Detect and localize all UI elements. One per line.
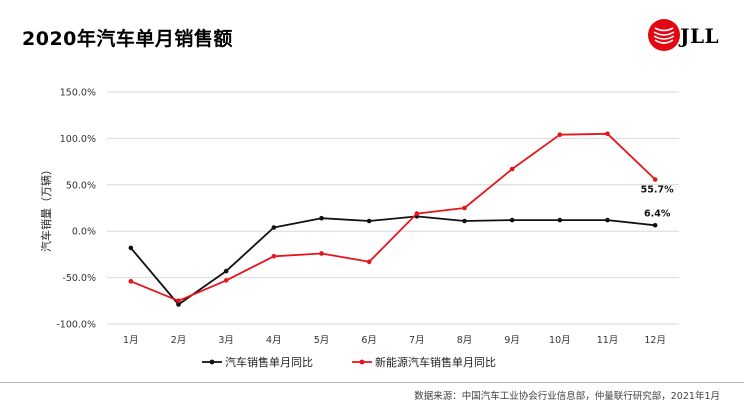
legend-label: 汽车销售单月同比 bbox=[225, 355, 313, 369]
data-point bbox=[271, 225, 277, 230]
line-chart: 150.0% 100.0% 50.0% 0.0% -50.0% -100.0% 1月 2月 3… bbox=[39, 88, 679, 369]
legend-swatch-point bbox=[359, 359, 365, 365]
y-tick-label: 0.0% bbox=[72, 227, 96, 238]
y-axis-label: 汽车销量（万辆） bbox=[39, 164, 53, 252]
grid-lines bbox=[107, 91, 679, 325]
data-point bbox=[319, 251, 324, 256]
x-tick-label: 11月 bbox=[597, 335, 619, 346]
data-point bbox=[223, 268, 229, 274]
y-tick-label: 150.0% bbox=[60, 88, 96, 99]
data-label: 6.4% bbox=[644, 208, 671, 219]
series-0 bbox=[128, 214, 658, 307]
chart-title: 2020年汽车单月销售额 bbox=[22, 28, 233, 50]
jll-logo-icon bbox=[648, 19, 680, 51]
data-point bbox=[605, 217, 610, 223]
data-point bbox=[366, 259, 372, 265]
series-line bbox=[130, 132, 656, 302]
legend-swatch-point bbox=[209, 359, 215, 365]
logo-text: JLL bbox=[680, 24, 720, 48]
source-divider bbox=[0, 382, 744, 383]
data-point bbox=[509, 166, 515, 172]
y-tick-label: 50.0% bbox=[66, 180, 96, 191]
series-lines bbox=[128, 131, 658, 307]
x-tick-label: 6月 bbox=[361, 335, 377, 346]
x-tick-label: 12月 bbox=[644, 335, 666, 346]
source-note: 数据来源：中国汽车工业协会行业信息部，仲量联行研究部，2021年1月 bbox=[414, 391, 720, 402]
y-tick-labels: 150.0% 100.0% 50.0% 0.0% -50.0% -100.0% bbox=[56, 88, 96, 331]
x-tick-label: 2月 bbox=[171, 335, 187, 346]
data-point bbox=[652, 177, 658, 182]
legend: 汽车销售单月同比 新能源汽车销售单月同比 bbox=[202, 355, 496, 369]
data-point bbox=[605, 131, 610, 137]
data-point bbox=[223, 278, 229, 283]
x-tick-label: 7月 bbox=[409, 335, 425, 346]
x-tick-labels: 1月 2月 3月 4月 5月 6月 7月 8月 9月 10月 11月 12月 bbox=[123, 335, 666, 346]
data-point bbox=[414, 211, 420, 216]
series-1 bbox=[128, 131, 658, 304]
data-point bbox=[366, 218, 372, 224]
data-point bbox=[176, 298, 181, 304]
data-point bbox=[271, 253, 277, 259]
x-tick-label: 4月 bbox=[266, 335, 282, 346]
x-tick-label: 8月 bbox=[457, 335, 473, 346]
data-point bbox=[462, 218, 467, 224]
legend-label: 新能源汽车销售单月同比 bbox=[375, 355, 496, 369]
data-point bbox=[509, 217, 515, 223]
y-tick-label: -100.0% bbox=[56, 320, 96, 331]
series-line bbox=[130, 215, 656, 306]
data-point bbox=[557, 132, 563, 137]
y-tick-label: -50.0% bbox=[62, 273, 96, 284]
data-point bbox=[557, 217, 563, 223]
data-point bbox=[319, 215, 324, 221]
data-point bbox=[128, 279, 134, 284]
legend-item: 新能源汽车销售单月同比 bbox=[352, 355, 496, 369]
legend-item: 汽车销售单月同比 bbox=[202, 355, 313, 369]
data-point bbox=[652, 222, 658, 228]
logo-mark bbox=[648, 19, 680, 51]
x-tick-label: 10月 bbox=[549, 335, 571, 346]
x-tick-label: 1月 bbox=[123, 335, 139, 346]
data-point bbox=[176, 302, 181, 307]
data-label: 55.7% bbox=[641, 185, 674, 196]
data-point bbox=[128, 245, 134, 251]
x-tick-label: 9月 bbox=[504, 335, 520, 346]
y-tick-label: 100.0% bbox=[60, 134, 96, 145]
x-tick-label: 3月 bbox=[218, 335, 234, 346]
data-point bbox=[462, 205, 467, 211]
x-tick-label: 5月 bbox=[314, 335, 330, 346]
data-labels: 55.7% 6.4% bbox=[641, 185, 674, 220]
